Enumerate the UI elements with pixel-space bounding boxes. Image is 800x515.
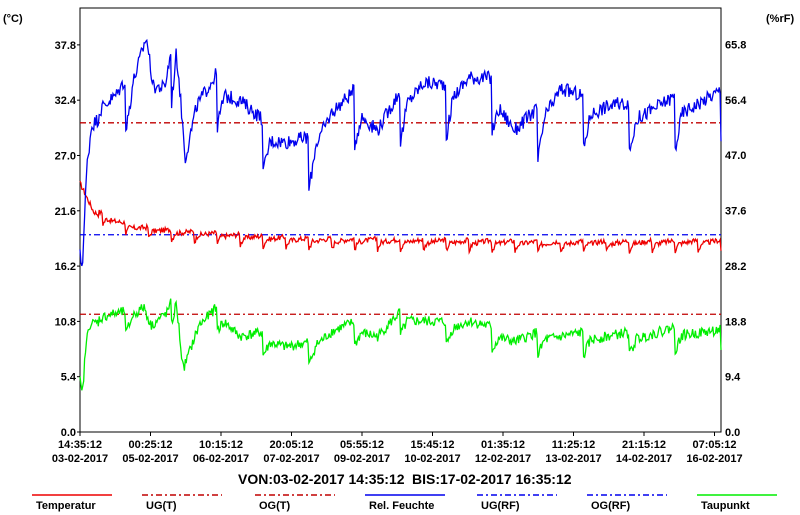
left-axis-unit: (°C) (3, 13, 23, 25)
left-tick-label: 0.0 (61, 427, 76, 439)
right-tick-label: 18.8 (725, 316, 746, 328)
legend-label: Taupunkt (701, 500, 750, 512)
x-tick-date: 07-02-2017 (263, 453, 319, 465)
range-to: BIS:17-02-2017 16:35:12 (412, 471, 572, 487)
right-tick-label: 28.2 (725, 261, 746, 273)
right-tick-label: 9.4 (725, 372, 741, 384)
x-tick-date: 09-02-2017 (334, 453, 390, 465)
x-tick-time: 00:25:12 (128, 439, 172, 451)
legend-label: UG(RF) (481, 500, 520, 512)
x-tick-date: 06-02-2017 (193, 453, 249, 465)
left-tick-label: 27.0 (55, 150, 76, 162)
right-tick-label: 65.8 (725, 40, 746, 52)
left-tick-label: 37.8 (55, 40, 76, 52)
plot-area (79, 7, 722, 433)
left-tick-label: 16.2 (55, 261, 76, 273)
x-tick-time: 01:35:12 (481, 439, 525, 451)
legend: Temperatur UG(T) OG(T) Rel. Feuchte UG(RF) OG… (32, 494, 777, 512)
range-from: VON:03-02-2017 14:35:12 (238, 471, 405, 487)
legend-label: OG(T) (259, 500, 290, 512)
right-tick-label: 0.0 (725, 427, 740, 439)
x-tick-date: 03-02-2017 (52, 453, 108, 465)
x-tick-time: 15:45:12 (410, 439, 454, 451)
right-axis-unit: (%rF) (766, 13, 794, 25)
right-axis-ticks: 65.8 56.4 47.0 37.6 28.2 18.8 9.4 0.0 (725, 40, 747, 439)
x-tick-date: 05-02-2017 (122, 453, 178, 465)
left-axis-ticks: 37.8 32.4 27.0 21.6 16.2 10.8 5.4 0.0 (55, 40, 80, 439)
left-tick-label: 21.6 (55, 206, 76, 218)
legend-label: UG(T) (146, 500, 177, 512)
x-tick-date: 10-02-2017 (404, 453, 460, 465)
threshold-lines (80, 122, 721, 315)
series-temperatur (79, 180, 722, 255)
right-tick-label: 47.0 (725, 150, 746, 162)
left-tick-label: 10.8 (55, 316, 76, 328)
series-rel-feuchte (79, 38, 722, 267)
x-tick-time: 14:35:12 (58, 439, 102, 451)
x-tick-time: 20:05:12 (269, 439, 313, 451)
legend-label: OG(RF) (591, 500, 630, 512)
legend-label: Temperatur (36, 500, 96, 512)
left-tick-label: 5.4 (61, 372, 77, 384)
x-tick-time: 10:15:12 (199, 439, 243, 451)
right-tick-label: 56.4 (725, 95, 747, 107)
x-tick-time: 21:15:12 (622, 439, 666, 451)
x-tick-date: 12-02-2017 (475, 453, 531, 465)
legend-label: Rel. Feuchte (369, 500, 434, 512)
x-tick-date: 14-02-2017 (616, 453, 672, 465)
x-tick-time: 11:25:12 (552, 439, 595, 451)
series-layer (79, 38, 722, 391)
right-tick-label: 37.6 (725, 206, 746, 218)
x-tick-date: 16-02-2017 (686, 453, 742, 465)
x-axis-ticks: 14:35:12 03-02-2017 00:25:12 05-02-2017 10:1… (52, 432, 743, 465)
left-tick-label: 32.4 (55, 95, 77, 107)
x-tick-date: 13-02-2017 (545, 453, 601, 465)
x-tick-time: 05:55:12 (340, 439, 384, 451)
series-taupunkt (79, 298, 722, 391)
x-tick-time: 07:05:12 (692, 439, 736, 451)
